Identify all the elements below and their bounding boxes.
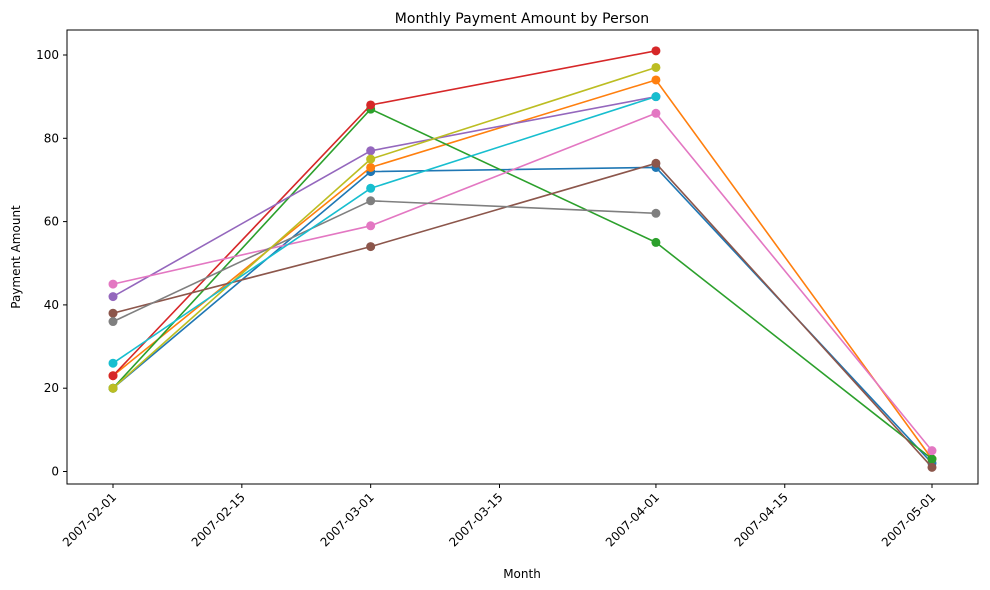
y-tick-label: 20 bbox=[44, 381, 59, 395]
data-point bbox=[366, 154, 376, 164]
data-point bbox=[366, 242, 376, 252]
data-point bbox=[108, 371, 118, 381]
data-point bbox=[651, 208, 661, 218]
data-point bbox=[108, 317, 118, 327]
data-point bbox=[927, 454, 937, 464]
data-point bbox=[108, 292, 118, 302]
x-tick-label: 2007-02-15 bbox=[189, 490, 248, 549]
series-line bbox=[112, 112, 933, 452]
x-tick-label: 2007-03-15 bbox=[446, 490, 505, 549]
plot-frame bbox=[66, 29, 979, 485]
y-axis-label: Payment Amount bbox=[9, 205, 23, 309]
series-4 bbox=[108, 46, 661, 381]
data-point bbox=[366, 146, 376, 156]
series-line bbox=[112, 162, 933, 468]
data-point bbox=[108, 358, 118, 368]
series-8 bbox=[108, 196, 661, 327]
series-9 bbox=[108, 62, 661, 393]
x-axis-label: Month bbox=[503, 567, 541, 581]
x-tick-label: 2007-02-01 bbox=[60, 490, 119, 549]
data-point bbox=[366, 100, 376, 110]
x-tick-label: 2007-05-01 bbox=[879, 490, 938, 549]
data-point bbox=[366, 221, 376, 231]
data-point bbox=[651, 92, 661, 102]
x-axis: 2007-02-01 2007-02-15 2007-03-01 2007-03-15… bbox=[60, 484, 938, 549]
y-tick-label: 0 bbox=[51, 465, 59, 479]
data-point bbox=[927, 462, 937, 472]
data-point bbox=[366, 183, 376, 193]
data-point bbox=[651, 158, 661, 168]
y-tick-label: 80 bbox=[44, 131, 59, 145]
series-layer bbox=[108, 46, 937, 472]
chart-title: Monthly Payment Amount by Person bbox=[395, 11, 649, 27]
data-point bbox=[108, 308, 118, 318]
data-point bbox=[651, 75, 661, 85]
series-line bbox=[112, 108, 933, 460]
y-tick-label: 100 bbox=[36, 48, 59, 62]
y-tick-label: 40 bbox=[44, 298, 59, 312]
plot-area bbox=[67, 30, 978, 484]
x-tick-label: 2007-04-15 bbox=[732, 490, 791, 549]
data-point bbox=[651, 237, 661, 247]
data-point bbox=[108, 383, 118, 393]
data-point bbox=[108, 279, 118, 289]
y-axis: 0 20 40 60 80 100 bbox=[36, 48, 67, 479]
series-7 bbox=[108, 108, 937, 456]
series-10 bbox=[108, 92, 661, 368]
y-tick-label: 60 bbox=[44, 215, 59, 229]
data-point bbox=[366, 196, 376, 206]
x-tick-label: 2007-03-01 bbox=[318, 490, 377, 549]
data-point bbox=[651, 62, 661, 72]
x-tick-label: 2007-04-01 bbox=[603, 490, 662, 549]
data-point bbox=[651, 46, 661, 56]
series-6 bbox=[108, 158, 937, 472]
data-point bbox=[651, 108, 661, 118]
data-point bbox=[366, 162, 376, 172]
data-point bbox=[927, 446, 937, 456]
